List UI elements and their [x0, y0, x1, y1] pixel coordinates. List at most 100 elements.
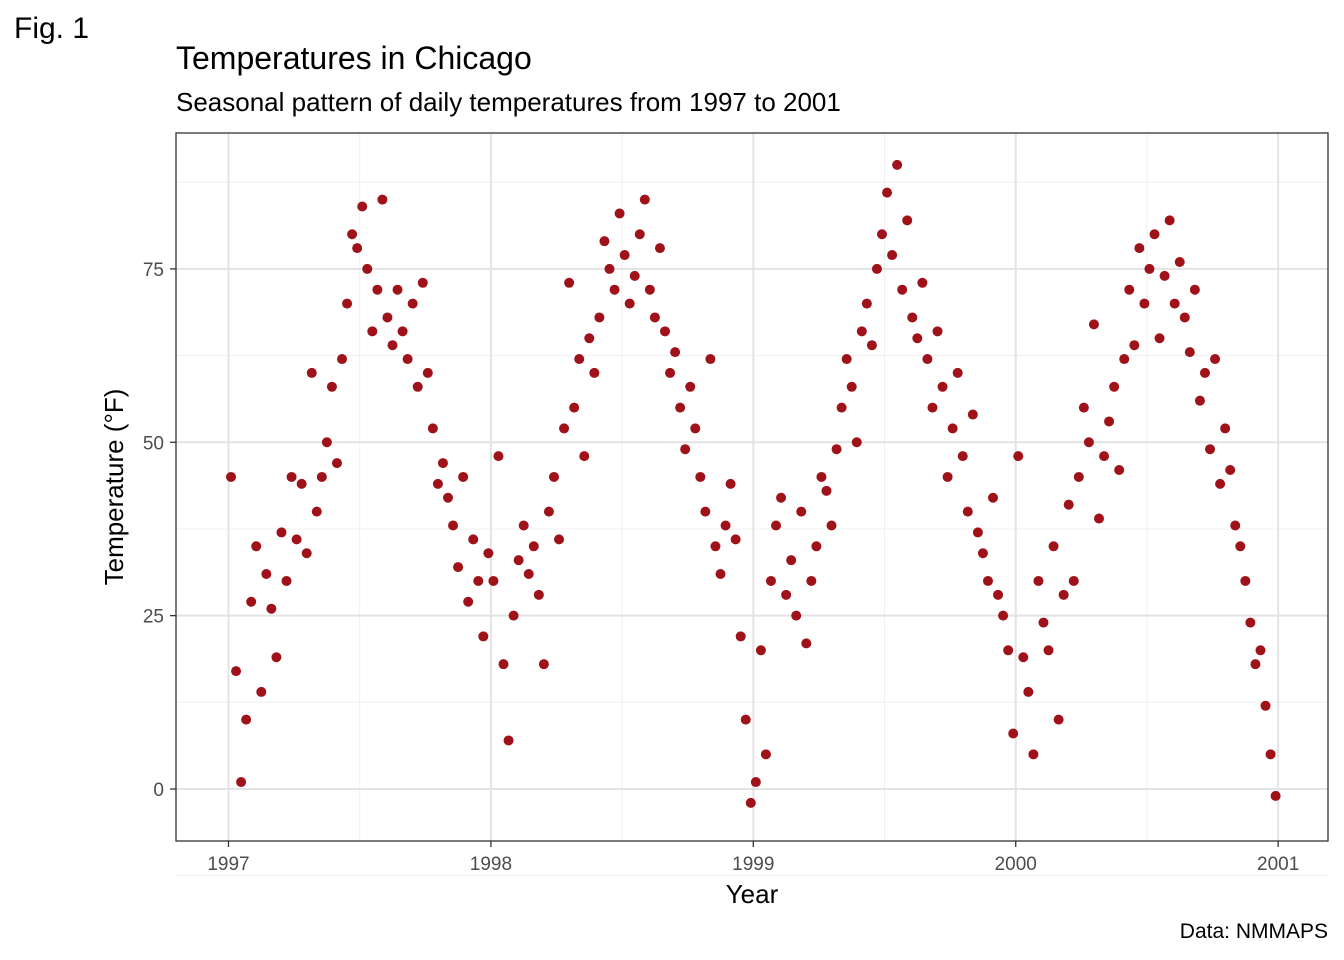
data-point: [937, 381, 948, 392]
data-point: [498, 659, 509, 670]
data-point: [982, 575, 993, 586]
data-point: [357, 201, 368, 212]
data-point: [1230, 520, 1241, 531]
data-point: [1008, 728, 1019, 739]
data-point: [271, 652, 282, 663]
data-point: [892, 159, 903, 170]
data-point: [1099, 451, 1110, 462]
data-point: [437, 458, 448, 469]
data-point: [503, 735, 514, 746]
data-point: [574, 354, 585, 365]
data-point: [513, 555, 524, 566]
data-point: [241, 714, 252, 725]
data-point: [1134, 243, 1145, 254]
data-point: [1149, 229, 1160, 240]
data-point: [1043, 645, 1054, 656]
data-point: [533, 589, 544, 600]
data-point: [604, 263, 615, 274]
data-point: [740, 714, 751, 725]
data-point: [841, 354, 852, 365]
data-point: [745, 797, 756, 808]
data-point: [1159, 270, 1170, 281]
data-point: [1205, 444, 1216, 455]
data-point: [735, 631, 746, 642]
data-point: [665, 367, 676, 378]
data-point: [523, 569, 534, 580]
data-point: [468, 534, 479, 545]
data-point: [483, 548, 494, 559]
data-point: [897, 284, 908, 295]
data-point: [851, 437, 862, 448]
y-tick-label: 0: [153, 780, 164, 801]
data-point: [236, 777, 247, 788]
data-point: [1053, 714, 1064, 725]
data-point: [1093, 513, 1104, 524]
data-point: [988, 492, 999, 503]
data-point: [967, 409, 978, 420]
data-point: [1270, 790, 1281, 801]
data-point: [993, 589, 1004, 600]
data-point: [382, 312, 393, 323]
data-point: [750, 777, 761, 788]
data-point: [321, 437, 332, 448]
data-point: [1124, 284, 1135, 295]
data-point: [781, 589, 792, 600]
data-point: [594, 312, 605, 323]
data-point: [846, 381, 857, 392]
x-tick-label: 2001: [1257, 854, 1299, 875]
data-point: [902, 215, 913, 226]
y-tick-label: 25: [143, 607, 164, 628]
data-point: [649, 312, 660, 323]
data-point: [599, 236, 610, 247]
data-point: [443, 492, 454, 503]
data-point: [1129, 340, 1140, 351]
data-point: [337, 354, 348, 365]
data-point: [1260, 700, 1271, 711]
data-point: [972, 527, 983, 538]
data-point: [347, 229, 358, 240]
data-point: [569, 402, 580, 413]
data-point: [1114, 465, 1125, 476]
data-point: [427, 423, 438, 434]
x-tick-label: 2000: [995, 854, 1037, 875]
data-point: [422, 367, 433, 378]
data-point: [1169, 298, 1180, 309]
data-point: [715, 569, 726, 580]
data-point: [811, 541, 822, 552]
data-point: [1210, 354, 1221, 365]
data-point: [331, 458, 342, 469]
data-point: [1164, 215, 1175, 226]
data-point: [1240, 575, 1251, 586]
data-point: [528, 541, 539, 552]
data-point: [675, 402, 686, 413]
data-point: [326, 381, 337, 392]
data-point: [508, 610, 519, 621]
data-point: [856, 326, 867, 337]
data-point: [488, 575, 499, 586]
data-point: [695, 471, 706, 482]
data-point: [473, 575, 484, 586]
data-point: [776, 492, 787, 503]
data-point: [548, 471, 559, 482]
data-point: [644, 284, 655, 295]
data-point: [1139, 298, 1150, 309]
data-point: [518, 520, 529, 531]
data-point: [377, 194, 388, 205]
data-point: [1235, 541, 1246, 552]
data-point: [311, 506, 322, 517]
data-point: [1194, 395, 1205, 406]
x-tick-label: 1997: [207, 854, 249, 875]
data-point: [1058, 589, 1069, 600]
data-point: [624, 298, 635, 309]
data-point: [1048, 541, 1059, 552]
data-point: [816, 471, 827, 482]
data-point: [306, 367, 317, 378]
data-point: [296, 478, 307, 489]
data-point: [1245, 617, 1256, 628]
data-point: [1088, 319, 1099, 330]
data-point: [231, 666, 242, 677]
data-point: [710, 541, 721, 552]
data-point: [1018, 652, 1029, 663]
y-tick-label: 50: [143, 433, 164, 454]
data-point: [1033, 575, 1044, 586]
